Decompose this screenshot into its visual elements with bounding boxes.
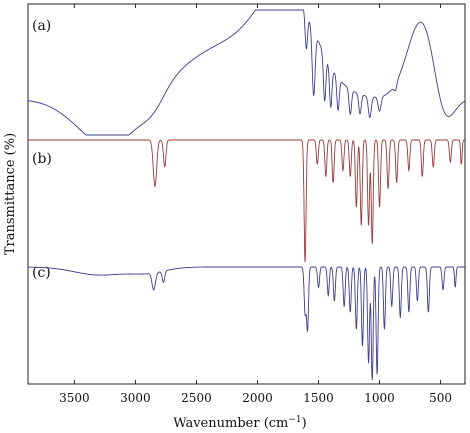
y-axis-label: Transmittance (%) [3, 133, 18, 255]
spectrum-line-c [28, 266, 465, 381]
x-tick-label: 1000 [364, 391, 395, 405]
x-axis-label-unit: (cm [264, 416, 289, 431]
x-axis-label-main: Wavenumber [173, 416, 260, 431]
spectrum-line-b [28, 139, 465, 263]
x-axis-label-sup: −1 [288, 415, 301, 425]
x-ticks-group: 3500 3000 2500 2000 1500 1000 500 [59, 4, 452, 405]
spectra-group [27, 9, 466, 381]
x-tick-label: 1500 [303, 391, 334, 405]
x-axis-label: Wavenumber (cm−1) [173, 415, 307, 431]
x-tick-label: 3000 [120, 391, 151, 405]
plot-frame [27, 3, 466, 385]
x-tick-label: 2500 [181, 391, 212, 405]
x-tick-label: 2000 [242, 391, 273, 405]
panel-label-a: (a) [32, 18, 51, 34]
panel-label-c: (c) [32, 265, 51, 281]
panel-label-b: (b) [32, 151, 52, 167]
spectrum-line-a [27, 9, 466, 136]
x-tick-label: 3500 [59, 391, 90, 405]
x-axis-label-close: ) [302, 416, 307, 431]
x-tick-label: 500 [429, 391, 452, 405]
